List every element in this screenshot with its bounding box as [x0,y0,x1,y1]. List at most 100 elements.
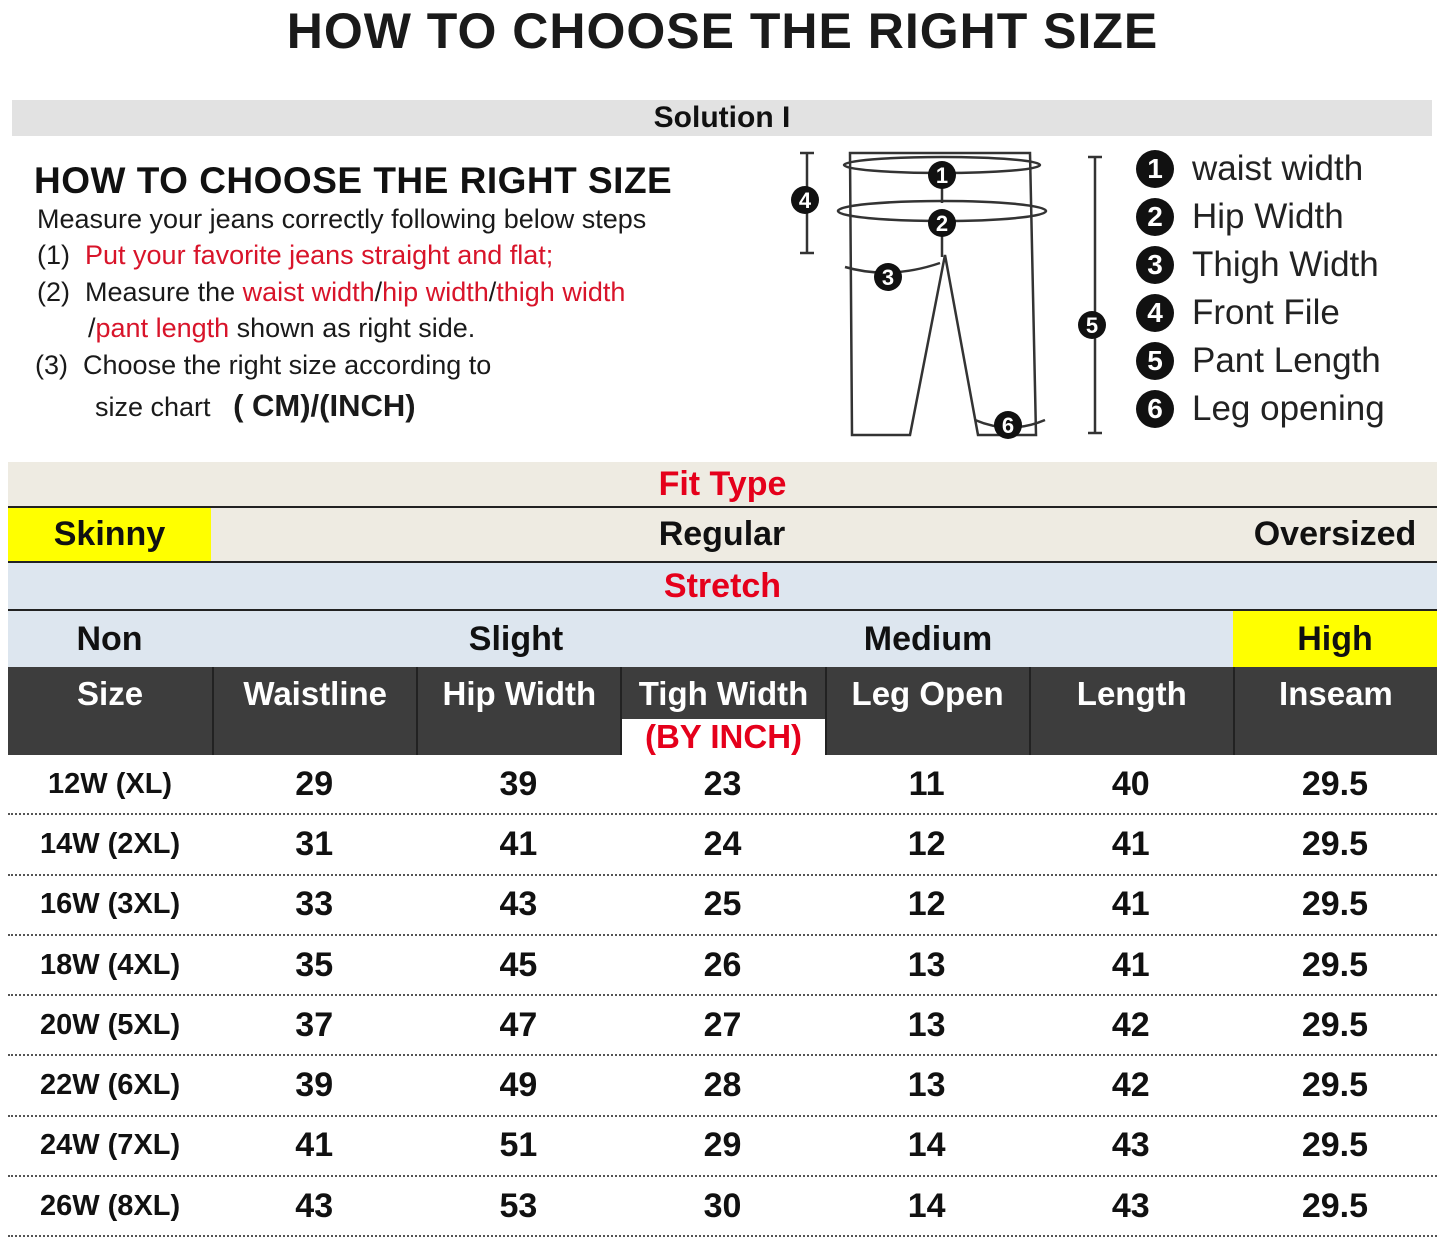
value-cell: 39 [295,1066,334,1105]
size-cell: 20W (5XL) [39,1008,181,1041]
number-badge-icon: 1 [1136,150,1174,188]
value-cell: 27 [703,1005,742,1044]
fit-type-row: Skinny Regular Oversized [8,508,1437,563]
value-cell: 45 [499,945,538,984]
size-cell: 26W (8XL) [39,1189,181,1222]
legend-label: Front File [1192,293,1340,332]
table-row: 26W (8XL) 43 53 30 14 43 29.5 [8,1177,1437,1238]
column-header: Length [1028,667,1233,755]
value-cell: 14 [907,1126,946,1165]
marker-6: 6 [994,411,1022,439]
table-row: 18W (4XL) 35 45 26 13 41 29.5 [8,936,1437,997]
column-header: Waistline [212,667,416,755]
value-cell: 43 [1111,1186,1150,1225]
legend-item: 4 Front File [1136,289,1385,337]
table-row: 22W (6XL) 39 49 28 13 42 29.5 [8,1056,1437,1117]
value-cell: 51 [499,1126,538,1165]
value-cell: 13 [907,1005,946,1044]
svg-text:2: 2 [936,211,948,236]
stretch-high: High [1233,611,1437,667]
value-cell: 28 [703,1066,742,1105]
size-cell: 18W (4XL) [39,948,181,981]
marker-4: 4 [791,186,819,214]
legend-item: 5 Pant Length [1136,337,1385,385]
table-row: 16W (3XL) 33 43 25 12 41 29.5 [8,876,1437,936]
value-cell: 41 [499,824,538,863]
page-title: HOW TO CHOOSE THE RIGHT SIZE [286,3,1159,59]
value-cell: 42 [1111,1066,1150,1105]
step-text: shown as right side. [229,313,476,343]
value-cell: 29.5 [1301,945,1368,984]
value-cell: 29 [703,1126,742,1165]
number-badge-icon: 2 [1136,198,1174,236]
value-cell: 41 [1111,945,1150,984]
guide-step-3: (3) Choose the right size according to [35,350,491,381]
legend-label: waist width [1192,149,1364,188]
guide-title: HOW TO CHOOSE THE RIGHT SIZE [34,160,673,201]
stretch-slight: Slight [468,619,564,658]
table-body: 12W (XL) 29 39 23 11 40 29.5 14W (2XL) 31 41 24 12 4… [8,755,1437,1238]
step-text: Choose the right size according to [83,350,492,380]
stretch-label: Stretch [663,566,782,605]
value-cell: 13 [907,945,946,984]
size-cell: 22W (6XL) [39,1069,181,1102]
column-header-label: Tigh Width [638,675,809,712]
fit-type-header: Fit Type [8,462,1437,508]
svg-text:1: 1 [936,163,948,188]
step-highlight: pant length [95,313,230,343]
legend-item: 1 waist width [1136,145,1385,193]
value-cell: 29.5 [1301,824,1368,863]
column-header: Tigh Width (BY INCH) [620,667,825,755]
fit-regular: Regular [658,515,786,553]
value-cell: 42 [1111,1005,1150,1044]
value-cell: 12 [907,885,946,924]
stretch-row: Non Slight Medium High [8,611,1437,667]
table-row: 12W (XL) 29 39 23 11 40 29.5 [8,755,1437,816]
value-cell: 29.5 [1301,885,1368,924]
guide-intro: Measure your jeans correctly following b… [37,204,647,234]
value-cell: 13 [907,1066,946,1105]
guide-step-3-cont: size chart ( CM)/(INCH) [95,388,416,424]
size-cell: 12W (XL) [48,767,173,800]
number-badge-icon: 3 [1136,246,1174,284]
table-row: 14W (2XL) 31 41 24 12 41 29.5 [8,815,1437,876]
table-row: 20W (5XL) 37 47 27 13 42 29.5 [8,996,1437,1057]
solution-banner: Solution I [12,100,1432,136]
svg-text:6: 6 [1002,413,1014,438]
step-number: (3) [35,350,68,380]
number-badge-icon: 4 [1136,294,1174,332]
value-cell: 47 [499,1005,538,1044]
value-cell: 49 [499,1066,538,1105]
pants-diagram: 1 2 3 4 5 6 [791,151,1106,439]
guide-step-2-cont: /pant length shown as right side. [88,313,475,344]
value-cell: 14 [907,1186,946,1225]
step-number: (2) [37,277,70,307]
value-cell: 41 [1111,885,1150,924]
step-text: / [488,277,497,307]
step-text: Put your favorite jeans straight and fla… [85,240,554,270]
number-badge-icon: 6 [1136,390,1174,428]
legend-label: Pant Length [1192,341,1381,380]
unit-label: ( CM)/(INCH) [233,388,416,423]
marker-3: 3 [874,263,902,291]
legend-label: Leg opening [1192,389,1385,428]
step-highlight: waist width [242,277,375,307]
stretch-header: Stretch [8,563,1437,611]
legend-item: 2 Hip Width [1136,193,1385,241]
measurement-legend: 1 waist width 2 Hip Width 3 Thigh Width 4 Fr… [1136,145,1385,433]
value-cell: 53 [499,1186,538,1225]
number-badge-icon: 5 [1136,342,1174,380]
step-text: / [374,277,383,307]
size-cell: 14W (2XL) [39,827,181,860]
size-cell: 16W (3XL) [39,888,181,921]
stretch-non: Non [76,619,143,658]
value-cell: 26 [703,945,742,984]
value-cell: 39 [499,764,538,803]
legend-item: 3 Thigh Width [1136,241,1385,289]
guide-step-1: (1) Put your favorite jeans straight and… [37,240,553,271]
legend-item: 6 Leg opening [1136,385,1385,433]
value-cell: 35 [295,945,334,984]
unit-badge: (BY INCH) [622,719,825,755]
marker-2: 2 [928,209,956,237]
marker-5: 5 [1078,311,1106,339]
